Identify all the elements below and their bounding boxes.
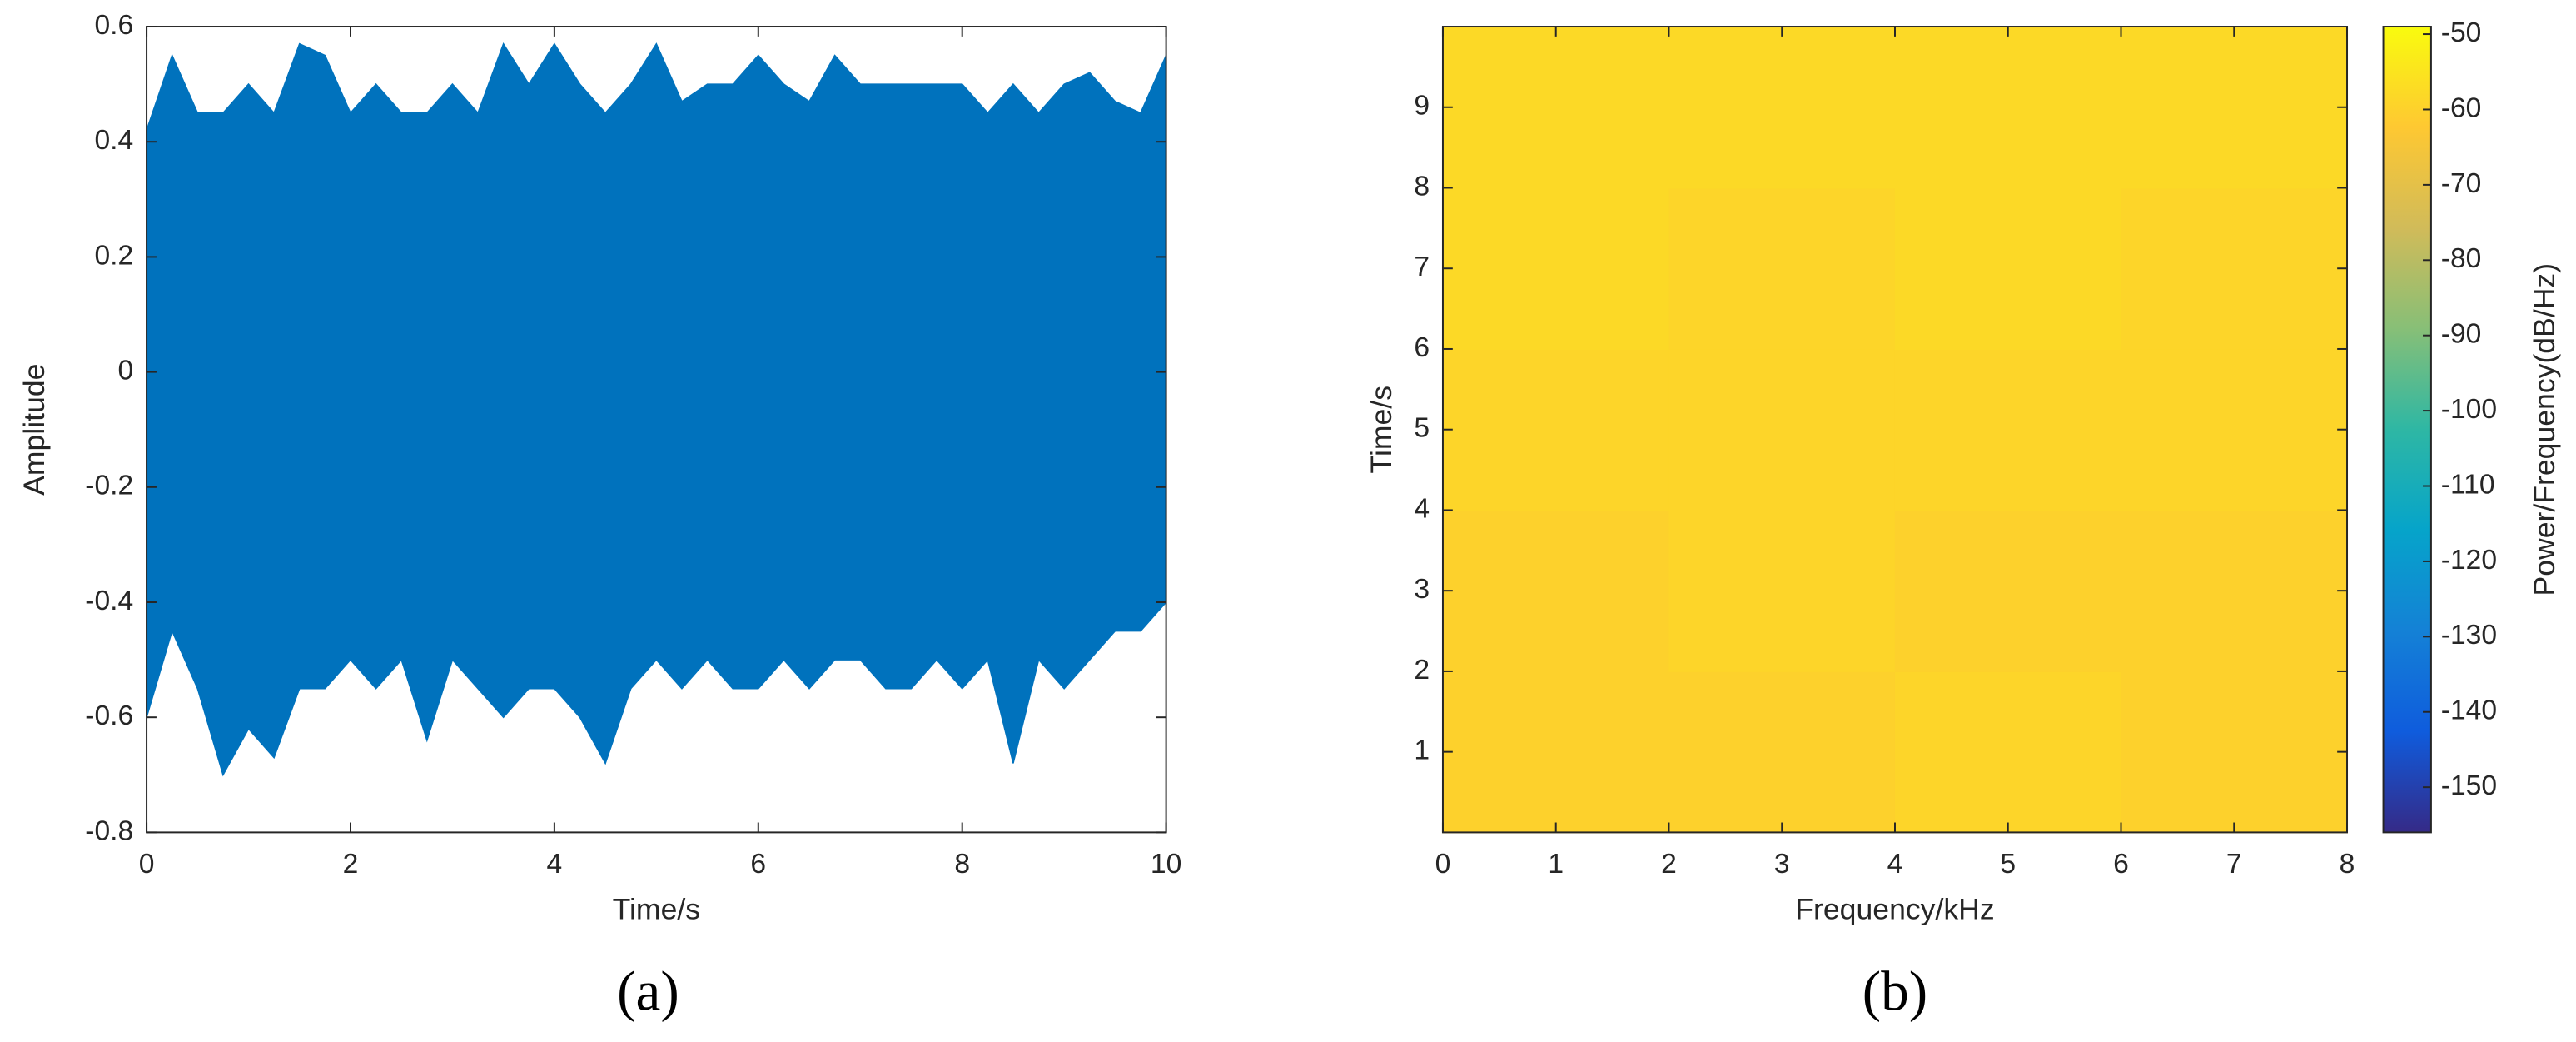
heatmap-cell	[1894, 27, 2122, 189]
colorbar-tick-label: -70	[2441, 168, 2482, 199]
y-tick-label: 6	[1414, 332, 1430, 363]
colorbar-tick-label: -150	[2441, 770, 2497, 801]
heatmap-cell	[2121, 187, 2349, 350]
y-tick-label: 8	[1414, 171, 1430, 202]
y-tick-label: 0	[118, 355, 134, 386]
heatmap-cell	[1668, 510, 1896, 672]
axes-box	[146, 26, 1167, 834]
heatmap-cell	[1442, 27, 1670, 189]
y-tick-label: 0.6	[94, 10, 133, 41]
y-tick-label: 4	[1414, 493, 1430, 524]
signal-envelope	[146, 42, 1167, 373]
x-tick-label: 8	[954, 849, 970, 880]
x-tick-label: 6	[750, 849, 766, 880]
colorbar-label: Power/Frequency(dB/Hz)	[2528, 263, 2561, 596]
colorbar-tick-label: -130	[2441, 620, 2497, 651]
y-tick-label: 0.4	[94, 125, 133, 156]
panel-label: (b)	[1862, 960, 1927, 1023]
heatmap-cell	[2121, 348, 2349, 511]
heatmap-cell	[2121, 27, 2349, 189]
panel-label: (a)	[617, 960, 679, 1023]
y-tick-label: 9	[1414, 91, 1430, 122]
x-tick-label: 7	[2226, 849, 2242, 880]
signal-envelope	[146, 371, 1167, 777]
y-tick-label: 3	[1414, 574, 1430, 605]
x-tick-label: 0	[139, 849, 155, 880]
x-tick-label: 1	[1548, 849, 1564, 880]
heatmap-cell	[1668, 27, 1896, 189]
x-axis-label: Frequency/kHz	[1795, 893, 1994, 926]
heatmap-cell	[1442, 348, 1670, 511]
x-tick-label: 2	[343, 849, 359, 880]
heatmap-cell	[1442, 187, 1670, 350]
heatmap-cell	[1894, 510, 2122, 672]
colorbar-tick-label: -120	[2441, 545, 2497, 576]
heatmap-cell	[2121, 510, 2349, 672]
y-axis-label: Amplitude	[17, 364, 51, 496]
y-tick-label: 7	[1414, 252, 1430, 282]
colorbar-tick-label: -90	[2441, 319, 2482, 350]
heatmap-cell	[1668, 187, 1896, 350]
x-tick-label: 3	[1774, 849, 1790, 880]
heatmap-cell	[2121, 671, 2349, 834]
heatmap-cell	[1442, 510, 1670, 672]
x-tick-label: 5	[2000, 849, 2016, 880]
x-tick-label: 10	[1151, 849, 1181, 880]
colorbar-tick-label: -80	[2441, 243, 2482, 274]
x-tick-label: 6	[2113, 849, 2129, 880]
y-axis-label: Time/s	[1365, 386, 1398, 473]
heatmap-cell	[1894, 348, 2122, 511]
y-tick-label: 1	[1414, 735, 1430, 766]
colorbar-tick-label: -110	[2441, 469, 2495, 500]
colorbar-tick-label: -60	[2441, 92, 2482, 123]
heatmap-cell	[1668, 671, 1896, 834]
heatmap-cell	[1668, 348, 1896, 511]
y-tick-label: -0.4	[85, 586, 133, 616]
y-tick-label: -0.2	[85, 471, 133, 501]
colorbar-tick-label: -140	[2441, 695, 2497, 726]
x-tick-label: 8	[2340, 849, 2355, 880]
x-tick-label: 4	[1887, 849, 1903, 880]
y-tick-label: 0.2	[94, 240, 133, 271]
colorbar-tick-label: -50	[2441, 17, 2482, 48]
axes-box	[1441, 26, 2349, 834]
colorbar-tick-label: -100	[2441, 394, 2497, 425]
heatmap-cell	[1442, 671, 1670, 834]
y-tick-label: 2	[1414, 655, 1430, 686]
x-tick-label: 2	[1661, 849, 1677, 880]
x-tick-label: 4	[547, 849, 563, 880]
heatmap-cell	[1894, 671, 2122, 834]
heatmap-cell	[1894, 187, 2122, 350]
y-tick-label: -0.8	[85, 815, 133, 846]
x-axis-label: Time/s	[613, 893, 700, 926]
colorbar	[2382, 26, 2432, 834]
y-tick-label: -0.6	[85, 700, 133, 731]
x-tick-label: 0	[1435, 849, 1451, 880]
y-tick-label: 5	[1414, 413, 1430, 444]
